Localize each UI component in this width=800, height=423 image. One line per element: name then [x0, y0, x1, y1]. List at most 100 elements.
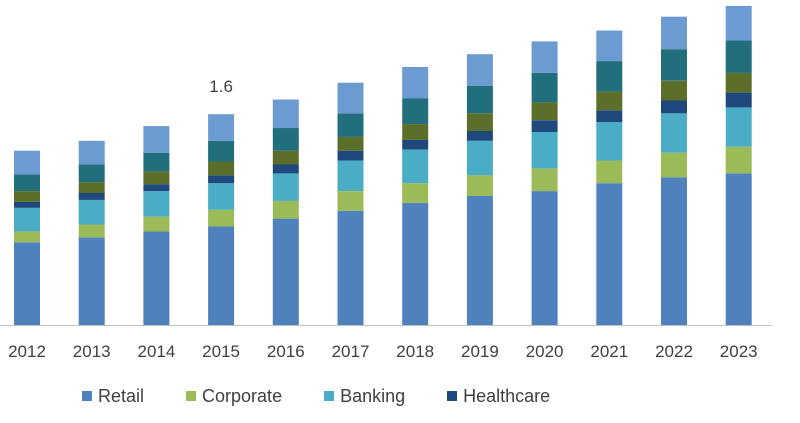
bar-segment-2015-retail — [208, 226, 235, 325]
bar-segment-2014-series-6 — [143, 152, 170, 172]
bar-segment-2013-retail — [78, 237, 105, 325]
x-tick-label-2022: 2022 — [655, 342, 693, 361]
legend: Retail Corporate Banking Healthcare — [82, 384, 592, 408]
bar-segment-2017-retail — [337, 210, 364, 325]
bar-segment-2022-series-7 — [661, 16, 687, 50]
stacked-bar-chart: 2012 2013 2014 2015 2016 2017 2018 2019 2020 2021… — [0, 5, 772, 361]
legend-swatch — [82, 391, 92, 401]
bar-segment-2012-healthcare — [14, 201, 40, 208]
x-tick-label-2016: 2016 — [267, 342, 305, 361]
bar-segment-2013-healthcare — [78, 193, 105, 200]
legend-swatch — [447, 391, 458, 401]
bar-segment-2015-series-6 — [208, 140, 235, 162]
bar-segment-2016-series-6 — [272, 128, 299, 151]
bar-segment-2014-healthcare — [143, 184, 170, 192]
bar-segment-2014-series-5 — [143, 171, 170, 185]
legend-item-corporate: Corporate — [186, 386, 282, 407]
bar-segment-2020-retail — [531, 191, 558, 325]
bar-segment-2012-series-6 — [14, 174, 40, 191]
x-tick-label-2013: 2013 — [73, 342, 111, 361]
bar-segment-2020-corporate — [531, 168, 558, 192]
bar-segment-2021-retail — [596, 183, 623, 325]
bar-segment-2018-banking — [402, 149, 429, 184]
bar-segment-2023-retail — [725, 173, 752, 325]
legend-item-banking: Banking — [324, 386, 405, 407]
bar-segment-2017-series-6 — [337, 113, 364, 137]
bar-segment-2022-series-5 — [661, 80, 687, 101]
legend-item-retail: Retail — [82, 386, 144, 407]
bar-segment-2016-healthcare — [272, 164, 299, 174]
bar-segment-2017-banking — [337, 160, 364, 191]
bar-segment-2022-series-6 — [661, 49, 687, 81]
bar-segment-2015-series-7 — [208, 114, 235, 141]
legend-swatch — [324, 391, 335, 401]
legend-label: Retail — [98, 385, 145, 406]
bar-segment-2015-corporate — [208, 209, 235, 227]
bar-segment-2020-banking — [531, 132, 558, 169]
bar-segment-2018-series-5 — [402, 124, 429, 140]
x-tick-label-2021: 2021 — [590, 342, 628, 361]
bars-group — [14, 5, 752, 325]
x-tick-label-2018: 2018 — [396, 342, 434, 361]
bar-segment-2013-series-6 — [78, 164, 105, 183]
bar-segment-2012-series-7 — [14, 150, 40, 175]
bar-segment-2021-banking — [596, 122, 623, 161]
bar-segment-2019-banking — [466, 140, 493, 176]
bar-segment-2018-series-6 — [402, 98, 429, 125]
x-tick-label-2023: 2023 — [720, 342, 758, 361]
bar-segment-2021-series-5 — [596, 91, 623, 111]
bar-segment-2016-series-7 — [272, 99, 299, 129]
bar-segment-2016-retail — [272, 218, 299, 325]
bar-segment-2013-series-5 — [78, 182, 105, 193]
bar-segment-2019-retail — [466, 196, 493, 325]
x-tick-label-2019: 2019 — [461, 342, 499, 361]
bar-segment-2018-series-7 — [402, 67, 429, 99]
legend-swatch — [186, 391, 197, 401]
bar-segment-2021-series-7 — [596, 30, 623, 61]
bar-segment-2020-series-5 — [531, 102, 558, 121]
annotations: 1.6 — [209, 77, 233, 96]
bar-segment-2023-corporate — [725, 146, 752, 174]
bar-segment-2016-corporate — [272, 200, 299, 219]
bar-segment-2021-healthcare — [596, 110, 623, 123]
bar-segment-2017-series-7 — [337, 82, 364, 114]
bar-segment-2017-healthcare — [337, 150, 364, 161]
bar-segment-2019-healthcare — [466, 131, 493, 141]
bar-segment-2015-series-5 — [208, 161, 235, 176]
bar-segment-2014-series-7 — [143, 126, 170, 153]
bar-segment-2022-retail — [661, 177, 687, 325]
bar-segment-2016-series-5 — [272, 150, 299, 165]
bar-segment-2017-corporate — [337, 191, 364, 211]
x-tick-label-2012: 2012 — [8, 342, 46, 361]
bar-segment-2019-series-6 — [466, 85, 493, 114]
bar-segment-2023-series-5 — [725, 72, 752, 93]
bar-segment-2013-corporate — [78, 224, 105, 238]
bar-segment-2014-retail — [143, 231, 170, 325]
bar-segment-2022-healthcare — [661, 100, 687, 114]
bar-segment-2014-banking — [143, 191, 170, 217]
bar-segment-2015-healthcare — [208, 175, 235, 184]
bar-segment-2019-series-5 — [466, 113, 493, 131]
bar-segment-2015-banking — [208, 183, 235, 210]
bar-segment-2012-corporate — [14, 231, 40, 243]
x-tick-label-2017: 2017 — [332, 342, 370, 361]
legend-label: Banking — [340, 385, 406, 406]
bar-segment-2019-corporate — [466, 175, 493, 196]
bar-segment-2018-healthcare — [402, 139, 429, 150]
bar-segment-2018-retail — [402, 202, 429, 325]
bar-segment-2023-series-7 — [725, 5, 752, 41]
bar-segment-2021-series-6 — [596, 61, 623, 92]
bar-segment-2022-corporate — [661, 152, 687, 178]
bar-segment-2023-series-6 — [725, 40, 752, 73]
bar-segment-2023-healthcare — [725, 92, 752, 108]
bar-segment-2020-series-6 — [531, 72, 558, 103]
bar-segment-2019-series-7 — [466, 54, 493, 86]
bar-segment-2020-healthcare — [531, 120, 558, 132]
bar-segment-2013-series-7 — [78, 140, 105, 165]
bar-segment-2012-series-5 — [14, 191, 40, 202]
bar-segment-2017-series-5 — [337, 136, 364, 151]
bar-segment-2022-banking — [661, 113, 687, 153]
x-tick-labels: 2012 2013 2014 2015 2016 2017 2018 2019 2020 2021… — [8, 342, 758, 361]
bar-segment-2021-corporate — [596, 160, 623, 184]
bar-segment-2012-banking — [14, 207, 40, 232]
